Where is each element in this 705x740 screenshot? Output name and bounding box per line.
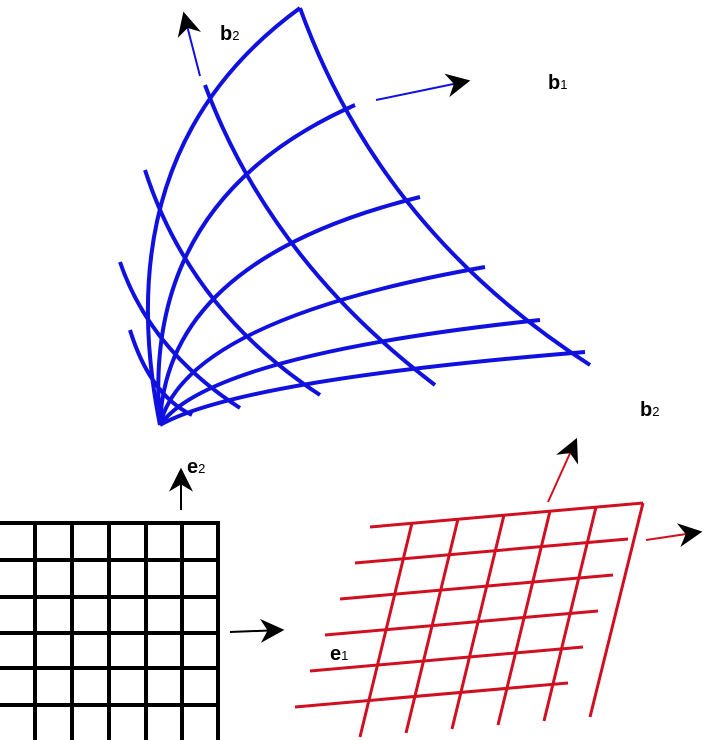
- label-sub: 2: [198, 461, 205, 476]
- label-b1: b1: [548, 72, 567, 94]
- black-grid: [0, 521, 220, 740]
- label-e1: e1: [330, 643, 348, 665]
- label-b2-right: b2: [640, 399, 659, 421]
- label-sub: 2: [232, 28, 239, 43]
- blue-grid: [118, 6, 592, 427]
- blue-arrows: [177, 11, 471, 101]
- red-arrows: [547, 437, 703, 548]
- label-sub: 1: [560, 77, 567, 92]
- label-b2-top: b2: [220, 23, 239, 45]
- red-grid: [294, 501, 645, 738]
- label-sub: 1: [341, 648, 348, 663]
- label-e2: e2: [187, 456, 205, 478]
- label-sub: 2: [652, 404, 659, 419]
- label-base: b: [220, 23, 232, 45]
- label-base: e: [187, 456, 198, 478]
- label-base: b: [548, 72, 560, 94]
- black-arrows: [169, 467, 285, 643]
- label-base: b: [640, 399, 652, 421]
- label-base: e: [330, 643, 341, 665]
